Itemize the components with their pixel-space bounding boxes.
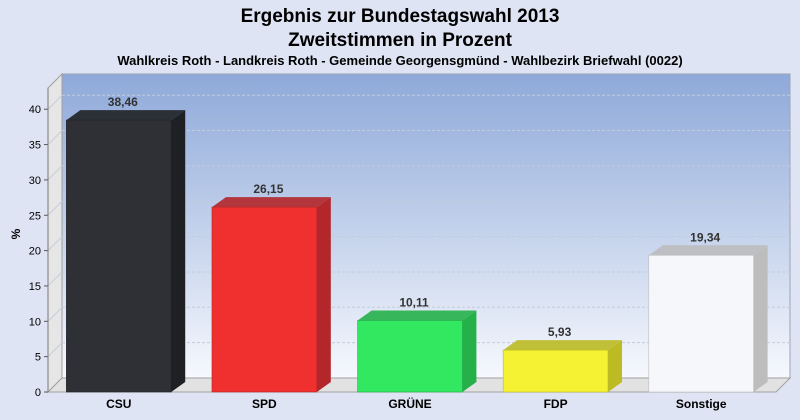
bar bbox=[648, 254, 754, 393]
gridline-side bbox=[47, 165, 63, 181]
bar-top bbox=[66, 110, 186, 121]
y-tick-label: 10 bbox=[29, 316, 41, 328]
bar bbox=[211, 206, 318, 393]
bar-side bbox=[171, 110, 186, 392]
data-label: 19,34 bbox=[690, 230, 720, 244]
gridline-side bbox=[47, 342, 63, 358]
data-label: 38,46 bbox=[108, 95, 138, 109]
y-tick-label: 35 bbox=[29, 140, 41, 152]
y-tick-label: 40 bbox=[29, 104, 41, 116]
gridline-side bbox=[47, 236, 63, 251]
gridline-side bbox=[47, 130, 63, 145]
data-label: 26,15 bbox=[253, 182, 283, 196]
bar bbox=[502, 349, 609, 393]
bar bbox=[357, 320, 463, 393]
bar-top bbox=[503, 340, 623, 351]
gridline-side bbox=[47, 271, 63, 287]
bar-top bbox=[211, 197, 331, 208]
bar-side bbox=[753, 245, 768, 392]
data-label: 10,11 bbox=[399, 296, 429, 310]
y-tick-label: 30 bbox=[29, 175, 41, 187]
y-tick-label: 15 bbox=[29, 281, 41, 293]
bar-side bbox=[316, 197, 331, 392]
x-tick-label: CSU bbox=[106, 397, 131, 411]
bar bbox=[66, 119, 172, 393]
x-tick-label: SPD bbox=[252, 397, 277, 411]
x-tick-label: Sonstige bbox=[676, 397, 727, 411]
y-axis-label: % bbox=[9, 228, 23, 239]
y-tick-label: 25 bbox=[29, 210, 41, 222]
x-tick-label: GRÜNE bbox=[388, 396, 431, 411]
gridline-side bbox=[47, 200, 63, 216]
chart-subtitle: Wahlkreis Roth - Landkreis Roth - Gemein… bbox=[117, 53, 682, 68]
chart-title: Ergebnis zur Bundestagswahl 2013 bbox=[241, 6, 560, 27]
x-tick-label: FDP bbox=[544, 397, 568, 411]
bar-side bbox=[462, 310, 477, 392]
gridline-side bbox=[47, 94, 63, 110]
y-tick-label: 0 bbox=[35, 387, 41, 399]
data-label: 5,93 bbox=[548, 325, 572, 339]
y-tick-label: 20 bbox=[29, 246, 41, 258]
bar-top bbox=[357, 310, 477, 321]
bar-side bbox=[608, 340, 623, 392]
plot-area: 0 5 10 15 20 25 30 35 40 38,46 CSU 26,15 SPD 10,11 GRÜ… bbox=[29, 72, 792, 411]
gridline-side bbox=[47, 306, 63, 322]
chart-title-line2: Zweitstimmen in Prozent bbox=[288, 30, 512, 51]
bar-top bbox=[648, 245, 768, 256]
y-tick-label: 5 bbox=[35, 352, 41, 364]
